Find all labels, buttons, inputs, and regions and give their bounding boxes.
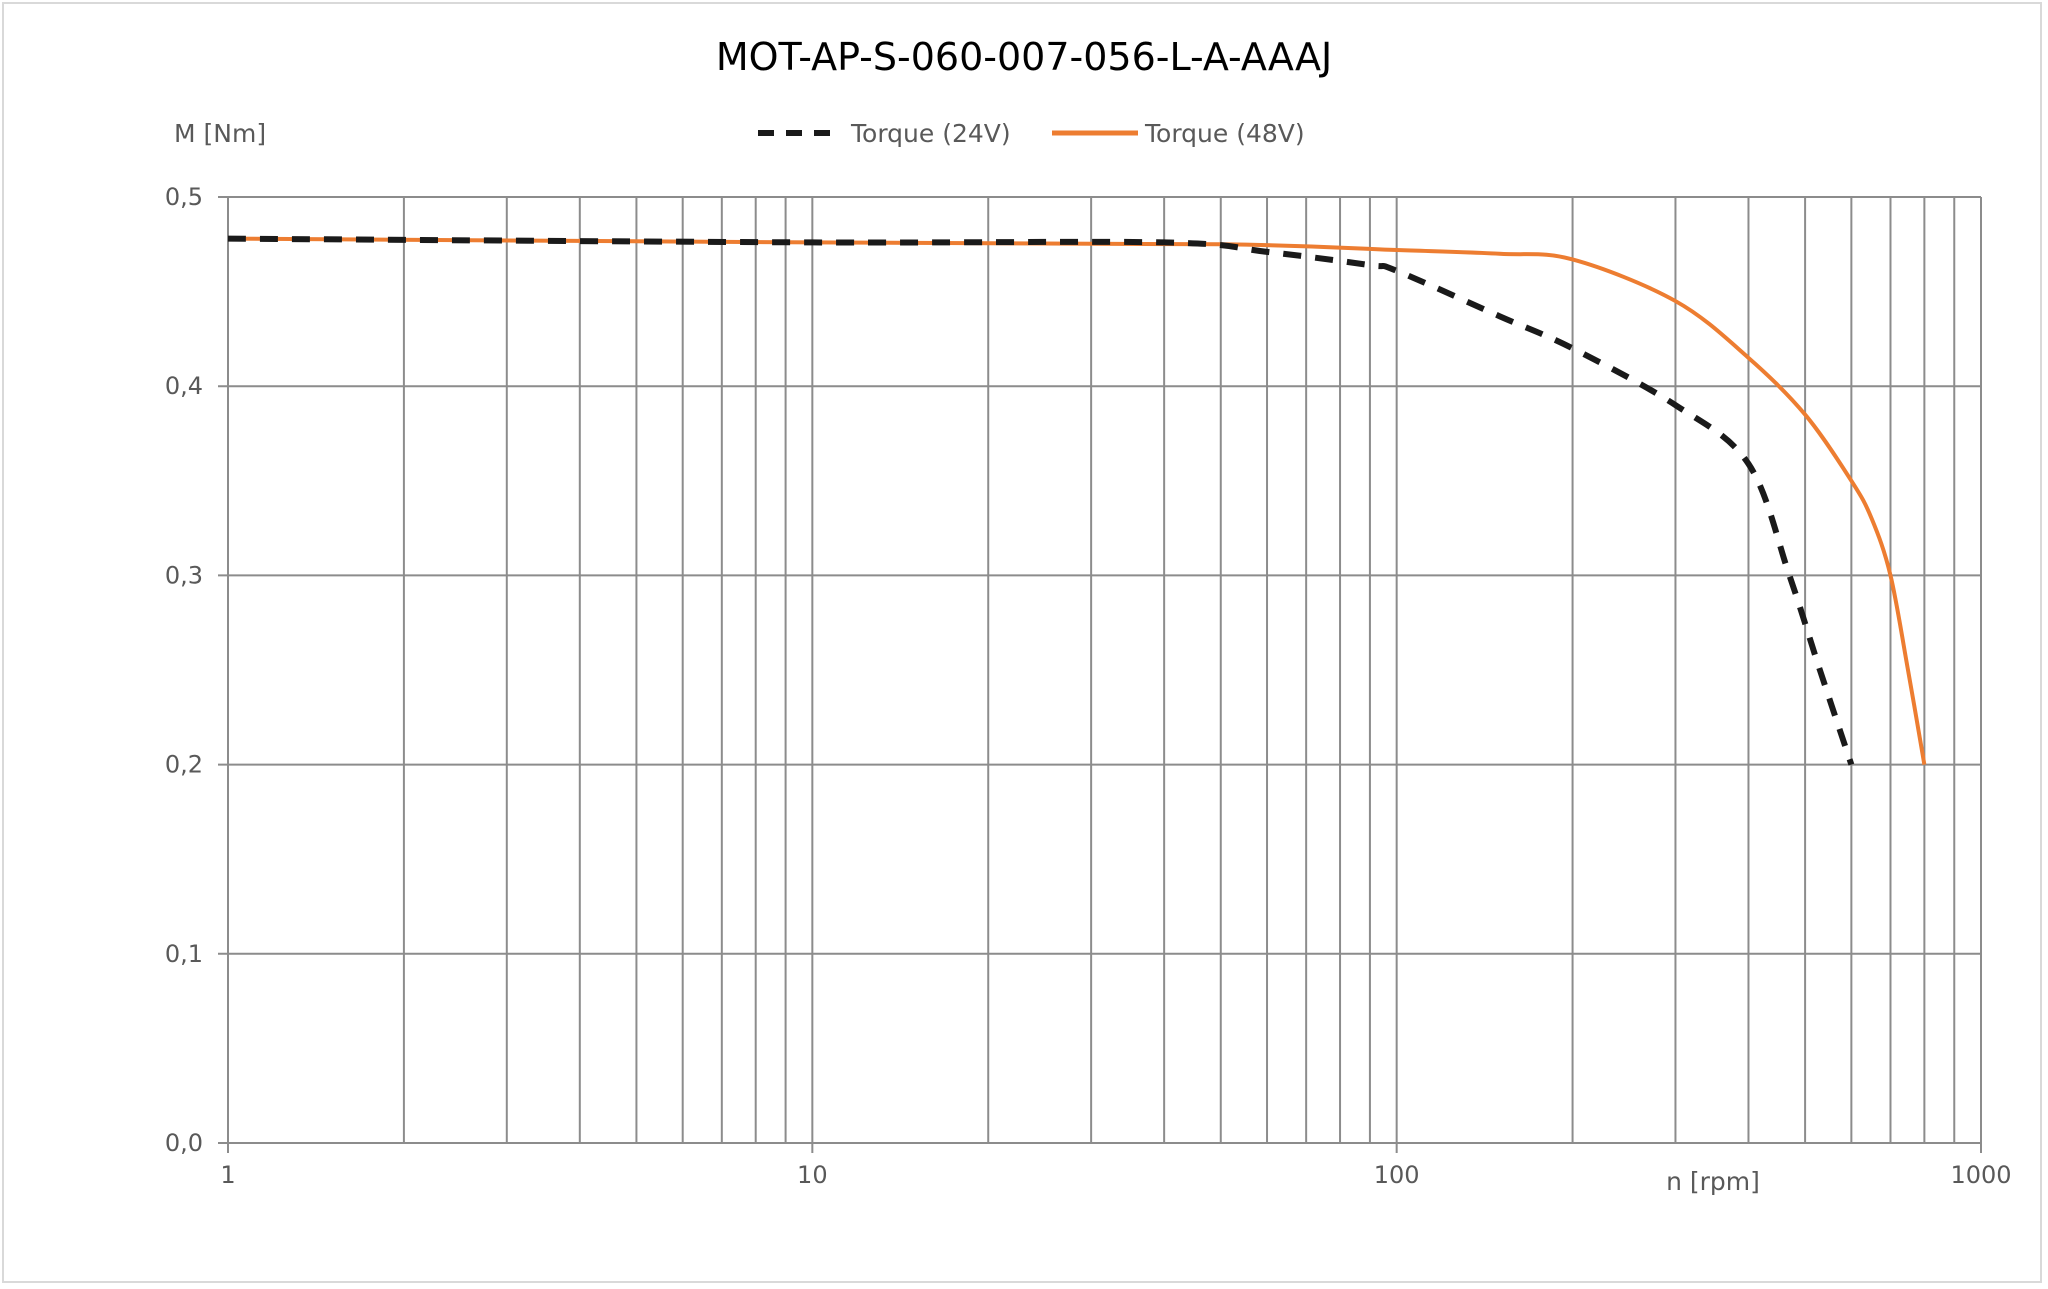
series-line-24v (227, 235, 1855, 766)
y-tick-label: 0,3 (165, 561, 203, 589)
x-tick-label: 1 (220, 1161, 235, 1189)
legend: Torque (24V) Torque (48V) (758, 119, 1305, 148)
tick-labels: 0,0 0,1 0,2 0,3 0,4 0,5 1 10 100 1000 (165, 183, 2012, 1189)
y-tick-label: 0,0 (165, 1129, 203, 1157)
y-tick-label: 0,1 (165, 940, 203, 968)
x-tick-label: 1000 (1950, 1161, 2011, 1189)
x-tick-label: 10 (797, 1161, 828, 1189)
x-axis-label: n [rpm] (1666, 1167, 1760, 1196)
y-tick-label: 0,4 (165, 372, 203, 400)
y-axis-label: M [Nm] (174, 119, 266, 148)
grid (218, 196, 1982, 1153)
chart-title: MOT-AP-S-060-007-056-L-A-AAAJ (716, 35, 1332, 79)
legend-label-24v: Torque (24V) (850, 119, 1011, 148)
y-tick-label: 0,5 (165, 183, 203, 211)
x-tick-label: 100 (1374, 1161, 1420, 1189)
series-line-48v (227, 236, 1927, 765)
series-lines (227, 235, 1927, 766)
y-tick-label: 0,2 (165, 751, 203, 779)
legend-label-48v: Torque (48V) (1144, 119, 1305, 148)
